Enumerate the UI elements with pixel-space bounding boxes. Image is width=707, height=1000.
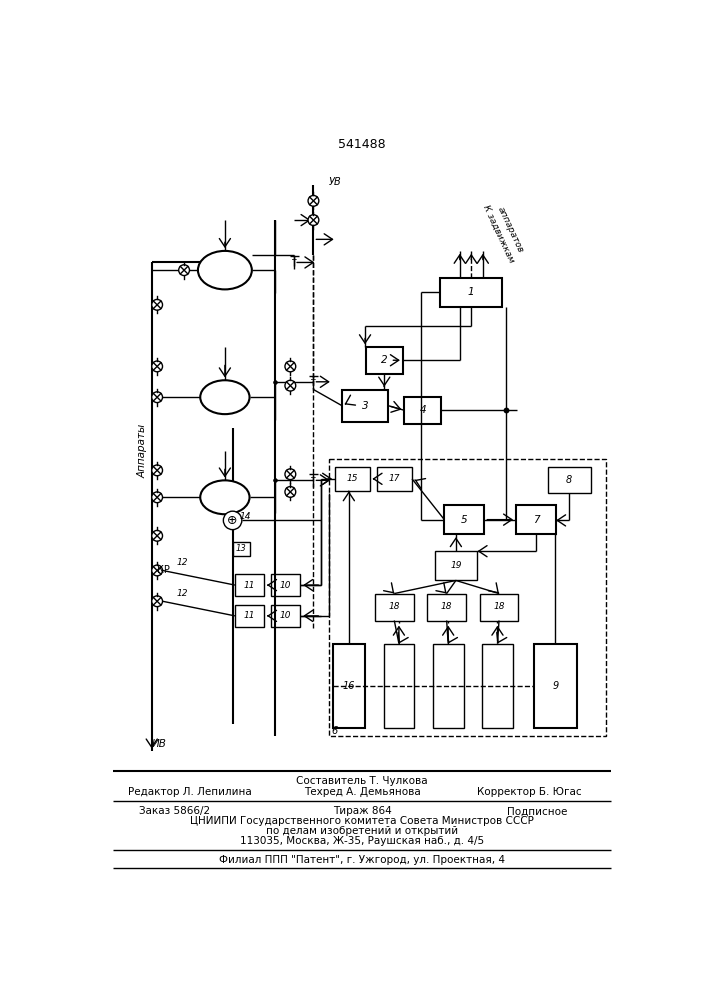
Ellipse shape [200,380,250,414]
Text: 12: 12 [177,589,188,598]
Bar [444,505,484,534]
Text: 7: 7 [532,515,539,525]
Text: Заказ 5866/2: Заказ 5866/2 [139,806,211,816]
Circle shape [285,361,296,372]
Text: 541488: 541488 [338,138,386,151]
Bar [335,466,370,491]
Text: 10: 10 [280,581,291,590]
Bar [404,397,441,424]
Bar [329,459,606,736]
Text: 14: 14 [240,512,252,521]
Text: 16: 16 [343,681,355,691]
Bar [549,466,590,493]
Text: 1: 1 [468,287,474,297]
Text: 5: 5 [461,515,467,525]
Text: T: T [311,477,316,486]
Bar [366,347,403,374]
Text: 2: 2 [381,355,387,365]
Bar [342,389,388,422]
Text: ⊕: ⊕ [228,514,238,527]
Text: 10: 10 [280,611,291,620]
Circle shape [285,469,296,480]
Bar [534,644,577,728]
Circle shape [152,392,163,403]
Text: 3: 3 [362,401,368,411]
Text: 18: 18 [441,602,452,611]
Text: 4: 4 [419,405,426,415]
Bar [440,278,502,307]
Text: T: T [292,259,296,268]
Text: 113035, Москва, Ж-35, Раушская наб., д. 4/5: 113035, Москва, Ж-35, Раушская наб., д. … [240,836,484,846]
Bar [235,574,264,596]
Text: Техред А. Демьянова: Техред А. Демьянова [303,787,421,797]
Text: 6: 6 [332,726,338,736]
Bar [480,594,518,620]
Circle shape [152,299,163,310]
Text: ЦНИИПИ Государственного комитета Совета Министров СССР: ЦНИИПИ Государственного комитета Совета … [190,816,534,826]
Bar [482,644,513,728]
Bar [235,605,264,627]
Circle shape [285,380,296,391]
Text: Корректор Б. Югас: Корректор Б. Югас [477,787,581,797]
Bar [435,551,477,580]
Bar [271,605,300,627]
Circle shape [152,565,163,576]
Text: 19: 19 [450,561,462,570]
Text: T: T [311,379,316,388]
Text: Составитель Т. Чулкова: Составитель Т. Чулкова [296,776,428,786]
Ellipse shape [223,511,242,530]
Text: КР: КР [157,565,170,575]
Ellipse shape [198,251,252,289]
Text: 15: 15 [346,474,358,483]
Ellipse shape [200,480,250,514]
Circle shape [152,530,163,541]
Bar [378,466,412,491]
Text: аппаратов: аппаратов [495,206,525,255]
Circle shape [152,361,163,372]
Text: Редактор Л. Лепилина: Редактор Л. Лепилина [129,787,252,797]
Text: по делам изобретений и открытий: по делам изобретений и открытий [266,826,458,836]
Bar [233,542,250,556]
Text: 17: 17 [389,474,400,483]
Text: Аппараты: Аппараты [137,424,148,478]
Text: 18: 18 [389,602,400,611]
Bar [271,574,300,596]
Bar [383,644,414,728]
Bar [433,644,464,728]
Text: 8: 8 [566,475,572,485]
Circle shape [179,265,189,276]
Circle shape [308,215,319,225]
Circle shape [152,596,163,607]
Text: ИВ: ИВ [152,739,167,749]
Text: К задвижкам: К задвижкам [481,204,515,264]
Text: 11: 11 [244,611,255,620]
Bar [428,594,466,620]
Bar [516,505,556,534]
Circle shape [152,492,163,503]
Text: 9: 9 [552,681,559,691]
Bar [333,644,365,728]
Circle shape [152,465,163,476]
Bar [375,594,414,620]
Circle shape [285,487,296,497]
Circle shape [308,195,319,206]
Text: 11: 11 [244,581,255,590]
Text: УВ: УВ [329,177,341,187]
Text: 13: 13 [235,544,247,553]
Text: 18: 18 [493,602,505,611]
Text: Подписное: Подписное [506,806,567,816]
Text: Филиал ППП "Патент", г. Ужгород, ул. Проектная, 4: Филиал ППП "Патент", г. Ужгород, ул. Про… [219,855,505,865]
Text: Тираж 864: Тираж 864 [332,806,392,816]
Text: 12: 12 [177,558,188,567]
